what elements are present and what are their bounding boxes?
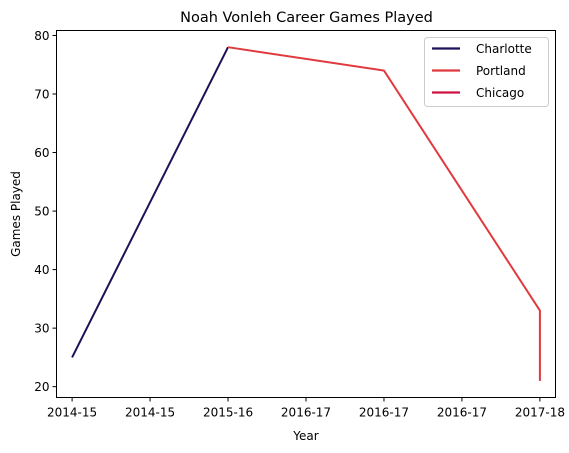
y-tick-label: 40 [34, 263, 49, 277]
x-tick-label: 2014-15 [125, 406, 175, 420]
y-axis-label: Games Played [9, 171, 23, 257]
series-line-charlotte [71, 46, 229, 358]
x-tick-label: 2017-18 [515, 406, 565, 420]
plot-area: 2014-15 2014-15 2015-16 2016-17 2016-17 2016-… [34, 29, 565, 420]
legend-label-charlotte: Charlotte [476, 42, 532, 56]
x-tick-label: 2016-17 [281, 406, 331, 420]
x-tick-label: 2014-15 [47, 406, 97, 420]
y-tick-label: 20 [34, 380, 49, 394]
x-tick-label: 2015-16 [203, 406, 253, 420]
legend-box [424, 37, 549, 107]
series-line-portland [227, 46, 541, 381]
legend: Charlotte Portland Chicago [424, 37, 549, 107]
y-tick-label: 60 [34, 146, 49, 160]
series-layer [71, 46, 541, 381]
legend-label-chicago: Chicago [476, 86, 524, 100]
y-tick-label: 80 [34, 29, 49, 43]
x-axis-ticks: 2014-15 2014-15 2015-16 2016-17 2016-17 2016-… [47, 397, 565, 420]
chart-title: Noah Vonleh Career Games Played [180, 10, 433, 26]
x-axis-label: Year [292, 429, 318, 443]
y-axis-ticks: 20 30 40 50 60 70 80 [34, 29, 57, 394]
x-tick-label: 2016-17 [359, 406, 409, 420]
y-tick-label: 50 [34, 204, 49, 218]
y-tick-label: 70 [34, 87, 49, 101]
legend-label-portland: Portland [476, 64, 526, 78]
y-tick-label: 30 [34, 321, 49, 335]
legend-items: Charlotte Portland Chicago [432, 42, 532, 100]
x-tick-label: 2016-17 [437, 406, 487, 420]
